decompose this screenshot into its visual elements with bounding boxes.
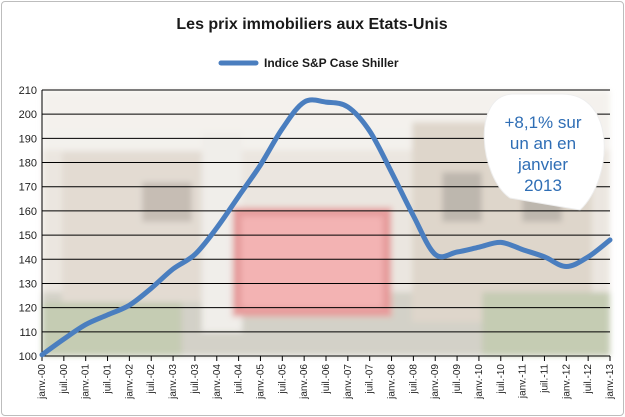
x-tick-label: janv.-04 [212, 364, 223, 400]
x-tick-label: janv.-08 [387, 364, 398, 400]
callout-line-2: un an en [510, 134, 576, 153]
x-tick-label: janv.-00 [37, 364, 48, 400]
x-tick-label: janv.-03 [168, 364, 179, 400]
x-tick-label: juil.-09 [452, 364, 463, 395]
y-tick-label: 180 [19, 158, 37, 170]
x-tick-label: janv.-01 [81, 364, 92, 400]
callout-line-3: janvier [517, 155, 568, 174]
y-tick-label: 130 [19, 278, 37, 290]
x-tick-label: janv.-05 [255, 364, 266, 400]
y-tick-label: 160 [19, 206, 37, 218]
y-tick-label: 150 [19, 230, 37, 242]
callout-line-1: +8,1% sur [504, 113, 581, 132]
x-tick-label: janv.-06 [299, 364, 310, 400]
x-tick-label: juil.-11 [539, 364, 550, 394]
callout-bubble-shape [483, 93, 605, 211]
x-tick-label: janv.-12 [561, 364, 572, 400]
y-axis: 100 110 120 130 140 150 160 170 180 190 200 210 [19, 85, 43, 363]
y-tick-label: 120 [19, 303, 37, 315]
x-tick-label: janv.-11 [518, 364, 529, 400]
callout-bubble: +8,1% sur un an en janvier 2013 [483, 93, 605, 211]
y-tick-label: 200 [19, 109, 37, 121]
legend: Indice S&P Case Shiller [218, 56, 399, 70]
y-tick-label: 140 [19, 254, 37, 266]
x-tick-label: juil.-07 [365, 364, 376, 395]
x-tick-label: juil.-04 [234, 364, 245, 395]
x-tick-label: janv.-09 [430, 364, 441, 400]
x-tick-label: juil.-00 [59, 364, 70, 395]
x-tick-label: juil.-01 [103, 364, 114, 395]
x-tick-label: juil.-06 [321, 364, 332, 395]
x-tick-label: janv.-13 [605, 364, 616, 400]
x-tick-label: juil.-10 [496, 364, 507, 395]
y-tick-label: 100 [19, 351, 37, 363]
x-tick-label: juil.-12 [583, 364, 594, 395]
x-tick-label: janv.-07 [343, 364, 354, 400]
x-tick-label: juil.-08 [408, 364, 419, 395]
x-tick-label: juil.-03 [190, 364, 201, 395]
y-tick-label: 110 [19, 327, 37, 339]
x-tick-label: janv.-02 [124, 364, 135, 400]
x-tick-label: janv.-10 [474, 364, 485, 400]
y-tick-label: 170 [19, 182, 37, 194]
x-tick-label: juil.-05 [277, 364, 288, 395]
y-tick-label: 190 [19, 133, 37, 145]
y-tick-label: 210 [19, 85, 37, 97]
callout-line-4: 2013 [524, 176, 562, 195]
x-tick-label: juil.-02 [146, 364, 157, 395]
chart-title: Les prix immobiliers aux Etats-Unis [176, 16, 447, 33]
plot-area [39, 97, 613, 358]
legend-label: Indice S&P Case Shiller [264, 56, 399, 70]
x-axis: janv.-00 juil.-00 janv.-01 juil.-01 janv.-02… [37, 355, 616, 400]
